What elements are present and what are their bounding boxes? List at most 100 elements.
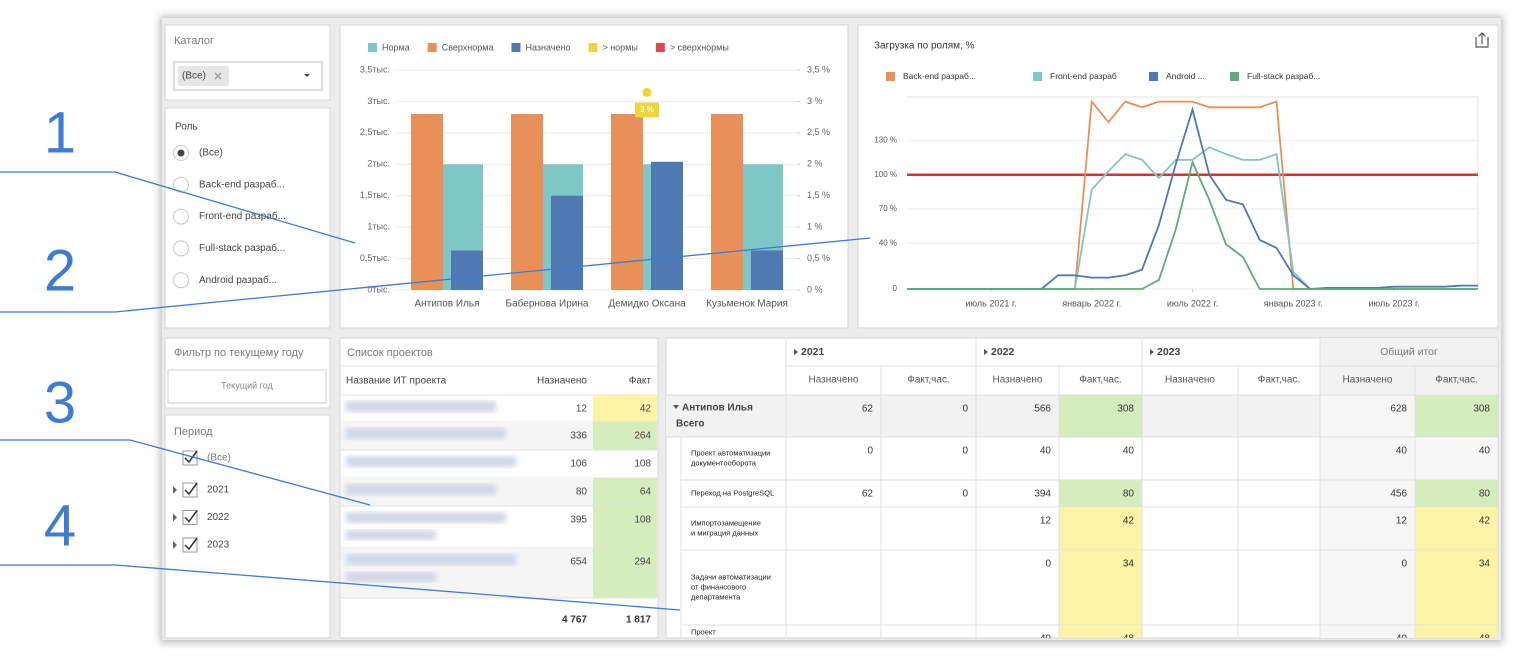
year-header: 2023 xyxy=(1157,346,1181,358)
checkbox[interactable] xyxy=(182,510,198,525)
row-label: Переход на PostgreSQL xyxy=(691,488,774,497)
bar xyxy=(411,114,443,290)
assigned-value: 12 xyxy=(576,404,588,415)
expand-arrow[interactable] xyxy=(794,349,798,355)
radio-dot xyxy=(177,149,185,157)
fact-cell xyxy=(593,395,657,422)
radio[interactable] xyxy=(173,272,189,289)
checkbox[interactable] xyxy=(182,482,198,498)
expand-arrow[interactable] xyxy=(984,349,988,355)
share-icon[interactable] xyxy=(1475,32,1489,48)
x-tick-label: июль 2023 г. xyxy=(1368,298,1419,308)
cell-value: 80 xyxy=(1123,489,1135,500)
cell-value: 40 xyxy=(1040,446,1052,457)
x-tick-label: Антипов Илья xyxy=(414,299,479,310)
check-mark xyxy=(184,537,198,551)
year-header: 2022 xyxy=(991,346,1015,358)
blurred-project-name xyxy=(346,428,506,439)
x-tick-label: Бабернова Ирина xyxy=(506,298,589,310)
legend-swatch xyxy=(655,43,665,52)
legend-swatch xyxy=(1230,72,1239,81)
cell-value: 62 xyxy=(862,404,874,415)
cell-value: 40 xyxy=(1396,634,1408,645)
cell-value: 0 xyxy=(867,446,873,457)
highlight-cell xyxy=(1059,507,1142,550)
row-label: Задачи автоматизации xyxy=(691,572,771,581)
callout-number: 2 xyxy=(44,238,76,303)
fact-value: 294 xyxy=(634,557,651,568)
checkbox-label: 2023 xyxy=(207,540,230,551)
radio[interactable] xyxy=(173,176,189,193)
expand-arrow[interactable] xyxy=(1150,349,1154,355)
current-year-button-text: Текущий год xyxy=(221,380,273,390)
bar xyxy=(711,114,743,290)
bar xyxy=(611,114,643,290)
cell-value: 34 xyxy=(1123,559,1135,570)
legend-label: Сверхнорма xyxy=(442,42,494,52)
line-chart-title: Загрузка по ролям, % xyxy=(874,41,975,52)
legend-label: > нормы xyxy=(602,42,637,52)
callout-line xyxy=(0,171,356,244)
blurred-project-name xyxy=(346,401,496,412)
y2-tick-label: 0,5 % xyxy=(807,253,830,263)
legend-swatch xyxy=(1149,72,1158,81)
catalog-chip xyxy=(178,66,229,86)
total-fact: 1 817 xyxy=(626,615,651,626)
period-title: Период xyxy=(174,426,213,438)
callout-line xyxy=(0,237,871,313)
highlight-cell xyxy=(1059,480,1142,507)
bar xyxy=(511,114,543,290)
legend-swatch xyxy=(511,43,521,52)
assigned-value: 395 xyxy=(570,515,587,526)
row-label: документооборота xyxy=(691,458,757,467)
radio-label: Android разраб... xyxy=(199,274,277,286)
role-options: (Все) Back-end разраб... Front-end разраб.… xyxy=(173,145,286,289)
cell-value: 40 xyxy=(1040,634,1052,645)
catalog-chip-text: (Все) xyxy=(182,71,206,82)
bar xyxy=(651,161,683,290)
blurred-project-name xyxy=(346,530,436,540)
row-label: департамента xyxy=(691,592,741,601)
y-tick-label: 0,5тыс. xyxy=(360,253,390,263)
expand-arrow[interactable] xyxy=(173,513,177,522)
radio-label: Full-stack разраб... xyxy=(199,242,285,254)
blurred-project-name xyxy=(346,572,436,582)
current-year-title: Фильтр по текущему году xyxy=(174,347,304,359)
legend-label: Back-end разраб... xyxy=(903,71,976,81)
y2-tick-label: 3,5 % xyxy=(807,64,830,74)
cell-value: 42 xyxy=(1479,516,1491,527)
fact-value: 108 xyxy=(634,515,651,526)
period-options: (Все) 2021 2022 2023 xyxy=(173,450,231,553)
radio[interactable] xyxy=(173,208,189,225)
expand-arrow[interactable] xyxy=(173,486,177,494)
checkbox[interactable] xyxy=(182,537,198,553)
collapse-arrow[interactable] xyxy=(673,405,679,409)
radio[interactable] xyxy=(173,240,189,257)
cell-value: 0 xyxy=(1401,559,1407,570)
highlight-cell xyxy=(1059,550,1142,625)
cell-value: 394 xyxy=(1034,489,1051,500)
year-header: 2021 xyxy=(801,346,825,358)
callout-line xyxy=(0,439,371,506)
cell-value: 48 xyxy=(1123,634,1135,645)
total-assigned: 4 767 xyxy=(562,615,587,626)
current-year-button[interactable] xyxy=(167,369,327,404)
checkbox-label: 2021 xyxy=(207,485,230,496)
blurred-project-name xyxy=(346,512,506,523)
fact-value: 108 xyxy=(634,459,651,470)
series-line xyxy=(907,159,1478,290)
y-tick-label: 3,5тыс. xyxy=(360,64,390,74)
bar xyxy=(751,250,783,290)
legend-swatch xyxy=(886,72,895,81)
y-tick-label: 0 xyxy=(893,284,898,293)
column-header: Назначено xyxy=(537,376,587,387)
expand-arrow[interactable] xyxy=(173,541,177,549)
chip-remove-icon[interactable] xyxy=(214,72,222,80)
subheader: Факт,час. xyxy=(1079,375,1121,386)
assigned-value: 336 xyxy=(570,431,587,442)
legend-label: Норма xyxy=(382,42,410,52)
callout-number: 4 xyxy=(44,493,76,558)
cell-value: 0 xyxy=(1045,559,1051,570)
